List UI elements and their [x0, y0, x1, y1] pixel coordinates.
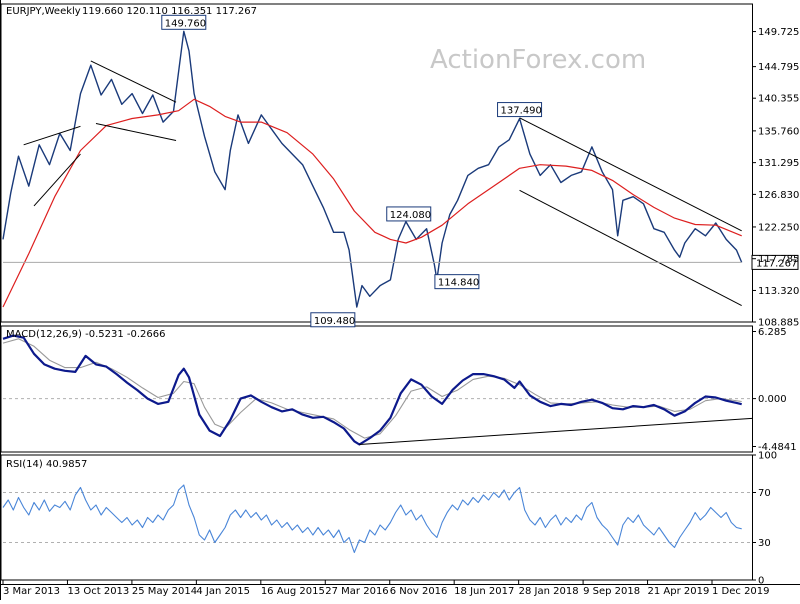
price-label-box: [386, 206, 432, 222]
price-trendline: [519, 189, 742, 306]
axes-layer: 149.725 144.795 140.355 135.760 131.295 126.8…: [2, 27, 799, 597]
grid-layer: [3, 398, 752, 543]
price-y-tick-label: 126.830: [758, 190, 799, 201]
price-y-tick-label: 144.795: [758, 62, 799, 73]
price-trendline: [33, 153, 81, 207]
price-label: 137.490: [501, 106, 542, 117]
x-tick-label: 1 Dec 2019: [712, 586, 770, 597]
titles-layer: EURJPY,Weekly 119.660 120.110 116.351 11…: [6, 6, 257, 470]
x-tick-label: 9 Sep 2018: [583, 586, 640, 597]
x-tick-label: 25 May 2014: [132, 586, 197, 597]
last-price-label: 117.267: [756, 258, 797, 269]
rsi-title: RSI(14) 40.9857: [6, 459, 87, 470]
macd-y-tick-label: -4.4841: [758, 442, 797, 453]
macd-y-tick-label: 0.000: [758, 394, 787, 405]
price-header-symbol: EURJPY,Weekly: [6, 6, 81, 17]
x-tick-label: 4 Jan 2015: [196, 586, 250, 597]
x-tick-label: 27 Mar 2016: [325, 586, 388, 597]
rsi-y-tick-label: 0: [758, 576, 764, 587]
last-price-badge: [751, 254, 799, 270]
price-y-tick-label: 149.725: [758, 27, 799, 38]
price-trendline: [23, 125, 81, 146]
price-label-box: [497, 102, 543, 118]
rsi-y-tick-label: 100: [758, 451, 777, 462]
macd-line: [2, 334, 742, 446]
macd-panel-frame: [0, 325, 753, 453]
price-label: 109.480: [314, 316, 355, 327]
price-label: 114.840: [438, 278, 479, 289]
rsi-y-tick-label: 70: [758, 488, 771, 499]
price-label: 149.760: [165, 18, 206, 29]
macd-y-tick-label: 6.285: [758, 327, 787, 338]
x-tick-label: 21 Apr 2019: [648, 586, 710, 597]
price-y-tick-label: 122.250: [758, 222, 799, 233]
watermark-layer: ActionForex.com: [430, 45, 646, 75]
x-tick-label: 3 Mar 2013: [3, 586, 60, 597]
sma-line: [2, 98, 742, 308]
price-y-tick-label: 108.885: [758, 318, 799, 329]
price-line: [2, 30, 743, 308]
price-y-tick-label: 113.320: [758, 286, 799, 297]
watermark-text: ActionForex.com: [430, 45, 646, 75]
price-label-box: [161, 14, 207, 30]
price-label-box: [434, 274, 480, 290]
price-panel-frame: [0, 3, 753, 323]
price-trendline: [90, 60, 177, 103]
x-tick-label: 28 Jan 2018: [519, 586, 579, 597]
macd-signal-line: [2, 338, 742, 439]
price-y-tick-label: 117.785: [758, 254, 799, 265]
macd-title: MACD(12,26,9) -0.5231 -0.2666: [6, 329, 166, 340]
x-tick-label: 16 Aug 2015: [261, 586, 325, 597]
x-tick-label: 18 Jun 2017: [454, 586, 514, 597]
x-tick-label: 6 Nov 2016: [390, 586, 448, 597]
price-label: 124.080: [390, 210, 431, 221]
rsi-line: [2, 484, 742, 554]
price-y-tick-label: 140.355: [758, 94, 799, 105]
price-trendline: [519, 117, 742, 232]
price-header-ohlc: 119.660 120.110 116.351 117.267: [82, 6, 257, 17]
x-tick-label: 13 Oct 2013: [67, 586, 129, 597]
labels-layer: 149.760 137.490 124.080 114.840 109.480 117.2…: [161, 14, 799, 328]
price-y-tick-label: 135.760: [758, 126, 799, 137]
series-layer: [2, 30, 753, 554]
price-label-box: [310, 312, 356, 328]
price-y-tick-label: 131.295: [758, 158, 799, 169]
macd-trendline: [359, 417, 753, 446]
price-trendline: [95, 122, 177, 142]
rsi-y-tick-label: 30: [758, 538, 771, 549]
